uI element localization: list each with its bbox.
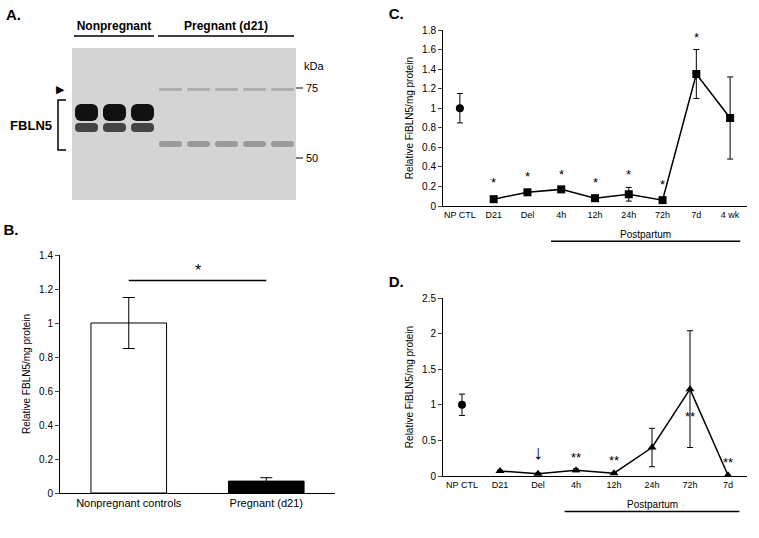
svg-text:FBLN5: FBLN5 [10,118,52,133]
svg-text:*: * [559,167,564,182]
svg-text:▶: ▶ [56,83,65,95]
svg-text:0: 0 [430,471,436,482]
svg-text:4 wk: 4 wk [721,210,740,220]
svg-text:NP CTL: NP CTL [446,480,478,490]
svg-text:1: 1 [430,103,436,114]
svg-text:0.2: 0.2 [422,181,436,192]
svg-text:1.8: 1.8 [422,25,436,36]
svg-text:1.2: 1.2 [422,83,436,94]
svg-text:1.4: 1.4 [422,64,436,75]
svg-text:*: * [491,175,496,190]
svg-text:24h: 24h [644,480,659,490]
svg-text:1.2: 1.2 [39,284,53,295]
svg-text:72h: 72h [682,480,697,490]
svg-text:1.4: 1.4 [39,250,53,261]
svg-text:4h: 4h [571,480,581,490]
svg-text:1.6: 1.6 [422,44,436,55]
svg-text:1.5: 1.5 [422,364,436,375]
svg-text:7d: 7d [691,210,701,220]
svg-text:NP CTL: NP CTL [444,210,476,220]
svg-text:Del: Del [521,210,535,220]
svg-text:0.2: 0.2 [39,454,53,465]
svg-text:**: ** [685,409,695,424]
svg-text:0.6: 0.6 [422,142,436,153]
svg-text:Nonpregnant controls: Nonpregnant controls [76,497,182,509]
svg-text:Relative FBLN5/mg protein: Relative FBLN5/mg protein [21,314,32,434]
svg-text:Pregnant (d21): Pregnant (d21) [184,19,268,33]
svg-text:0.8: 0.8 [422,122,436,133]
svg-text:0.6: 0.6 [39,386,53,397]
svg-text:*: * [525,169,530,184]
svg-text:4h: 4h [556,210,566,220]
svg-text:*: * [660,177,665,192]
svg-text:*: * [195,262,201,279]
svg-text:1: 1 [47,318,53,329]
svg-text:D21: D21 [485,210,502,220]
svg-text:12h: 12h [587,210,602,220]
svg-text:0.4: 0.4 [422,161,436,172]
svg-text:**: ** [571,450,581,465]
svg-text:7d: 7d [723,480,733,490]
svg-text:D21: D21 [492,480,509,490]
svg-text:0.5: 0.5 [422,435,436,446]
svg-text:A.: A. [6,6,21,23]
svg-text:75: 75 [306,82,318,94]
svg-text:kDa: kDa [304,60,324,72]
svg-text:50: 50 [306,152,318,164]
svg-text:12h: 12h [606,480,621,490]
svg-text:Postpartum: Postpartum [620,229,671,240]
svg-text:24h: 24h [621,210,636,220]
svg-text:**: ** [723,455,733,470]
svg-text:D.: D. [389,273,404,290]
svg-text:*: * [626,167,631,182]
svg-text:Del: Del [531,480,545,490]
svg-text:72h: 72h [655,210,670,220]
svg-text:0: 0 [47,488,53,499]
svg-text:B.: B. [4,221,19,238]
svg-text:C.: C. [389,5,404,22]
svg-text:1: 1 [430,399,436,410]
svg-text:0.4: 0.4 [39,420,53,431]
svg-text:*: * [694,30,699,45]
svg-text:**: ** [609,453,619,468]
svg-text:*: * [593,175,598,190]
svg-text:0: 0 [430,201,436,212]
svg-text:Nonpregnant: Nonpregnant [77,19,152,33]
svg-text:↓: ↓ [533,441,543,463]
svg-text:0.8: 0.8 [39,352,53,363]
svg-text:Postpartum: Postpartum [627,499,678,510]
svg-text:Pregnant (d21): Pregnant (d21) [230,497,303,509]
svg-text:Relative FiBLN5/mg protein: Relative FiBLN5/mg protein [404,57,415,179]
svg-text:Relative FiBLN5/mg protein: Relative FiBLN5/mg protein [404,326,415,448]
svg-text:2.5: 2.5 [422,293,436,304]
svg-text:2: 2 [430,328,436,339]
